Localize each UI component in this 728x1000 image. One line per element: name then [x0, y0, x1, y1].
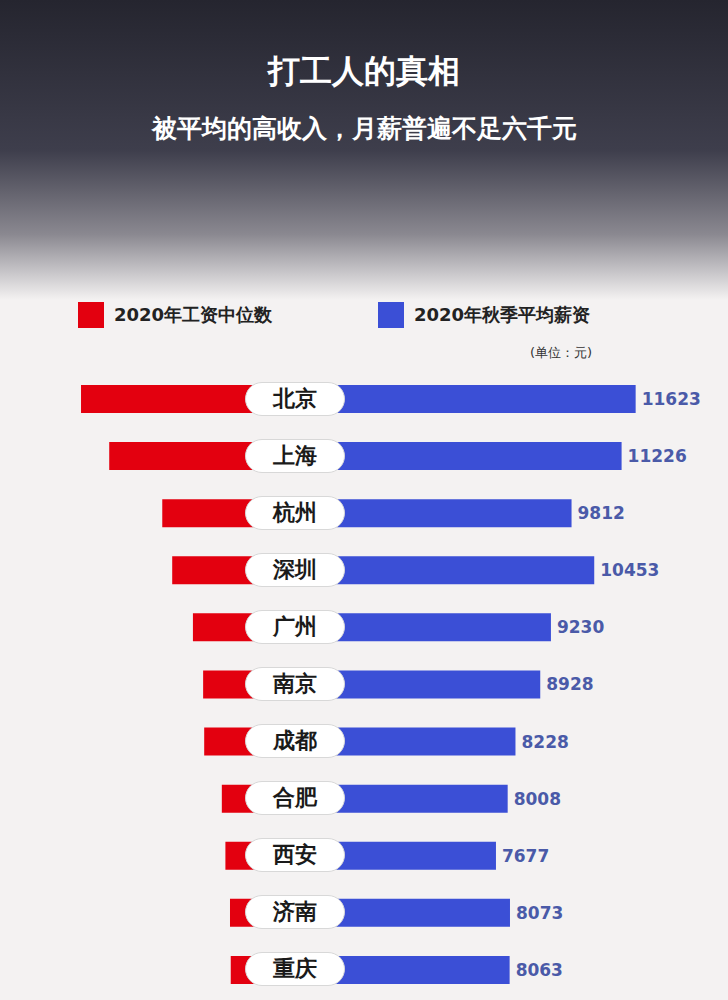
svg-text:10453: 10453 — [600, 560, 659, 580]
html-text:合肥: 合肥 — [273, 785, 317, 811]
html-text:南京: 南京 — [273, 671, 317, 696]
html-text:(单位：元): (单位：元) — [530, 345, 593, 360]
html-text:被平均的高收入，月薪普遍不足六千元: 被平均的高收入，月薪普遍不足六千元 — [151, 114, 577, 143]
html-text:广州: 广州 — [273, 613, 317, 639]
html-text:上海: 上海 — [273, 442, 317, 468]
html-text:济南: 济南 — [273, 899, 317, 925]
html-text:北京: 北京 — [273, 385, 317, 411]
html-text:2020年秋季平均薪资: 2020年秋季平均薪资 — [414, 304, 591, 325]
html-text:深圳: 深圳 — [273, 556, 317, 582]
svg-text:8063: 8063 — [516, 960, 563, 980]
svg-text:11623: 11623 — [642, 389, 701, 409]
svg-text:9230: 9230 — [557, 617, 604, 637]
svg-text:8928: 8928 — [546, 674, 593, 694]
svg-text:8073: 8073 — [516, 903, 563, 923]
svg-text:8008: 8008 — [514, 789, 561, 809]
svg-text:9812: 9812 — [578, 503, 625, 523]
html-text:西安: 西安 — [273, 842, 317, 868]
html-text:重庆: 重庆 — [273, 956, 317, 982]
html-text:打工人的真相: 打工人的真相 — [268, 52, 460, 90]
svg-text:11226: 11226 — [628, 446, 687, 466]
svg-text:8228: 8228 — [521, 732, 568, 752]
html-text:2020年工资中位数: 2020年工资中位数 — [114, 304, 273, 325]
html-text:成都: 成都 — [273, 728, 317, 754]
html-text:杭州: 杭州 — [273, 499, 317, 525]
svg-text:7677: 7677 — [502, 846, 549, 866]
